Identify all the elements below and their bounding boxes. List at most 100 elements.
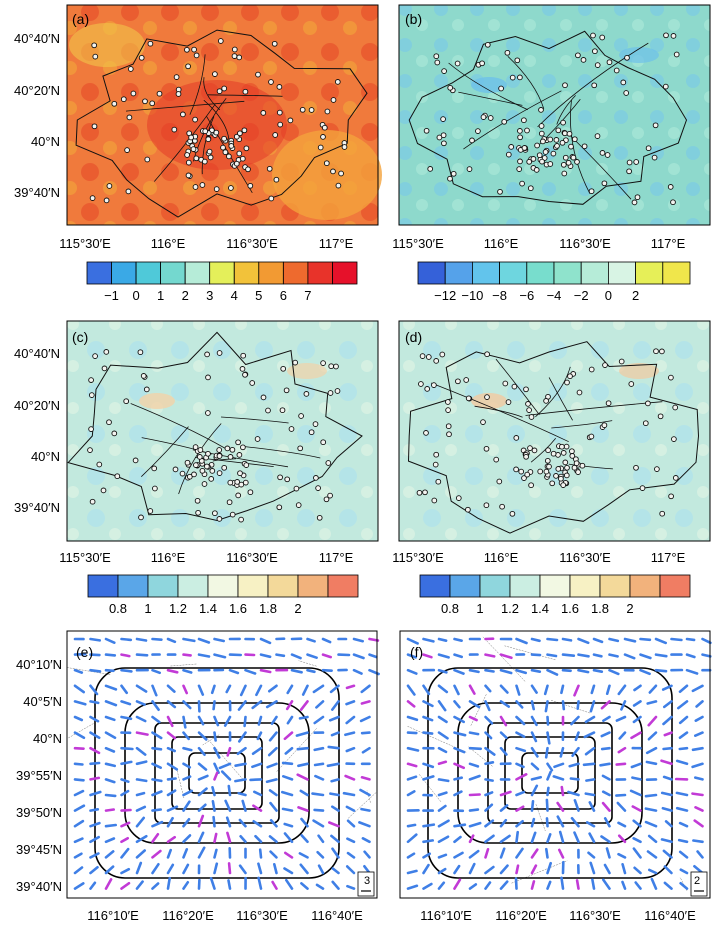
station-marker <box>524 387 529 392</box>
station-marker <box>442 69 447 74</box>
y-tick-label: 40°40′N <box>14 31 60 46</box>
wind-vector <box>283 809 292 811</box>
wind-vector <box>137 655 147 656</box>
station-marker <box>313 422 318 427</box>
station-marker <box>567 131 572 136</box>
station-marker <box>484 446 489 451</box>
station-marker <box>448 176 453 181</box>
x-tick-label: 117°E <box>319 236 354 251</box>
wind-vector <box>362 733 369 734</box>
station-marker <box>544 399 549 404</box>
station-marker <box>629 382 634 387</box>
warm-region <box>69 23 145 67</box>
station-marker <box>198 448 203 453</box>
station-marker <box>228 455 233 460</box>
station-marker <box>112 101 117 106</box>
station-marker <box>627 169 632 174</box>
y-tick-label: 40°5′N <box>23 694 62 709</box>
station-marker <box>518 159 523 164</box>
station-marker <box>186 160 191 165</box>
colorbar-tick-label: −6 <box>519 288 534 303</box>
station-marker <box>237 151 242 156</box>
station-marker <box>673 476 678 481</box>
station-marker <box>551 451 556 456</box>
wind-vector <box>592 880 594 889</box>
station-marker <box>592 83 597 88</box>
colorbar-tick-label: 3 <box>206 288 213 303</box>
wind-vector <box>91 809 98 810</box>
station-marker <box>92 43 97 48</box>
colorbar-tick-label: 5 <box>255 288 262 303</box>
colorbar-tick-label: 0.8 <box>441 601 459 616</box>
station-marker <box>255 437 260 442</box>
wind-vector <box>563 655 574 656</box>
x-tick-label: 116°30′E <box>559 236 611 251</box>
station-marker <box>194 463 199 468</box>
wind-vector <box>646 795 656 796</box>
colorbar-swatch <box>136 262 161 284</box>
station-marker <box>281 366 286 371</box>
station-marker <box>246 167 251 172</box>
colorbar-swatch <box>445 262 472 284</box>
station-marker <box>480 61 485 66</box>
x-tick-label: 117°E <box>319 550 354 565</box>
wind-vector <box>408 825 415 826</box>
station-marker <box>89 378 94 383</box>
colorbar-swatch <box>581 262 608 284</box>
station-marker <box>646 146 651 151</box>
wind-vector <box>547 800 548 811</box>
wind-vector <box>184 717 186 727</box>
station-marker <box>569 144 574 149</box>
station-marker <box>217 454 222 459</box>
panel-f-wind-map <box>400 631 710 898</box>
station-marker <box>339 171 344 176</box>
station-marker <box>607 60 612 65</box>
station-marker <box>544 469 549 474</box>
wind-vector <box>153 748 162 749</box>
wind-vector <box>470 733 478 735</box>
colorbar-swatch <box>208 575 238 597</box>
station-marker <box>241 353 246 358</box>
station-marker <box>434 359 439 364</box>
colorbar-swatch <box>112 262 137 284</box>
wind-vector <box>137 639 146 641</box>
wind-vector <box>313 794 324 795</box>
station-marker <box>127 115 132 120</box>
station-marker <box>566 160 571 165</box>
wind-vector <box>693 841 702 842</box>
wind-vector <box>122 670 132 671</box>
colorbar-swatch <box>450 575 480 597</box>
colorbar-swatch <box>500 262 527 284</box>
wind-vector <box>532 881 534 888</box>
station-marker <box>213 511 218 516</box>
wind-vector <box>532 639 540 641</box>
station-marker <box>488 116 493 121</box>
station-marker <box>572 137 577 142</box>
station-marker <box>239 517 244 522</box>
wind-vector <box>298 748 308 749</box>
station-marker <box>502 119 507 124</box>
station-marker <box>529 483 534 488</box>
wind-vector <box>486 762 493 764</box>
station-marker <box>518 135 523 140</box>
colorbar-swatch <box>333 262 358 284</box>
x-tick-label: 116°30′E <box>226 550 278 565</box>
colorbar-swatch <box>328 575 358 597</box>
station-marker <box>506 152 511 157</box>
station-marker <box>230 447 235 452</box>
panel-letter-e: (e) <box>76 644 93 660</box>
station-marker <box>329 364 334 369</box>
wind-vector <box>470 810 478 811</box>
station-marker <box>200 468 205 473</box>
station-marker <box>528 186 533 191</box>
station-marker <box>564 444 569 449</box>
station-marker <box>432 383 437 388</box>
station-marker <box>266 408 271 413</box>
colorbar-swatch <box>148 575 178 597</box>
wind-vector <box>546 748 547 757</box>
hot-region <box>147 80 287 170</box>
wind-vector <box>656 655 666 657</box>
station-marker <box>425 387 430 392</box>
wind-vector <box>703 655 711 657</box>
station-marker <box>619 359 624 364</box>
